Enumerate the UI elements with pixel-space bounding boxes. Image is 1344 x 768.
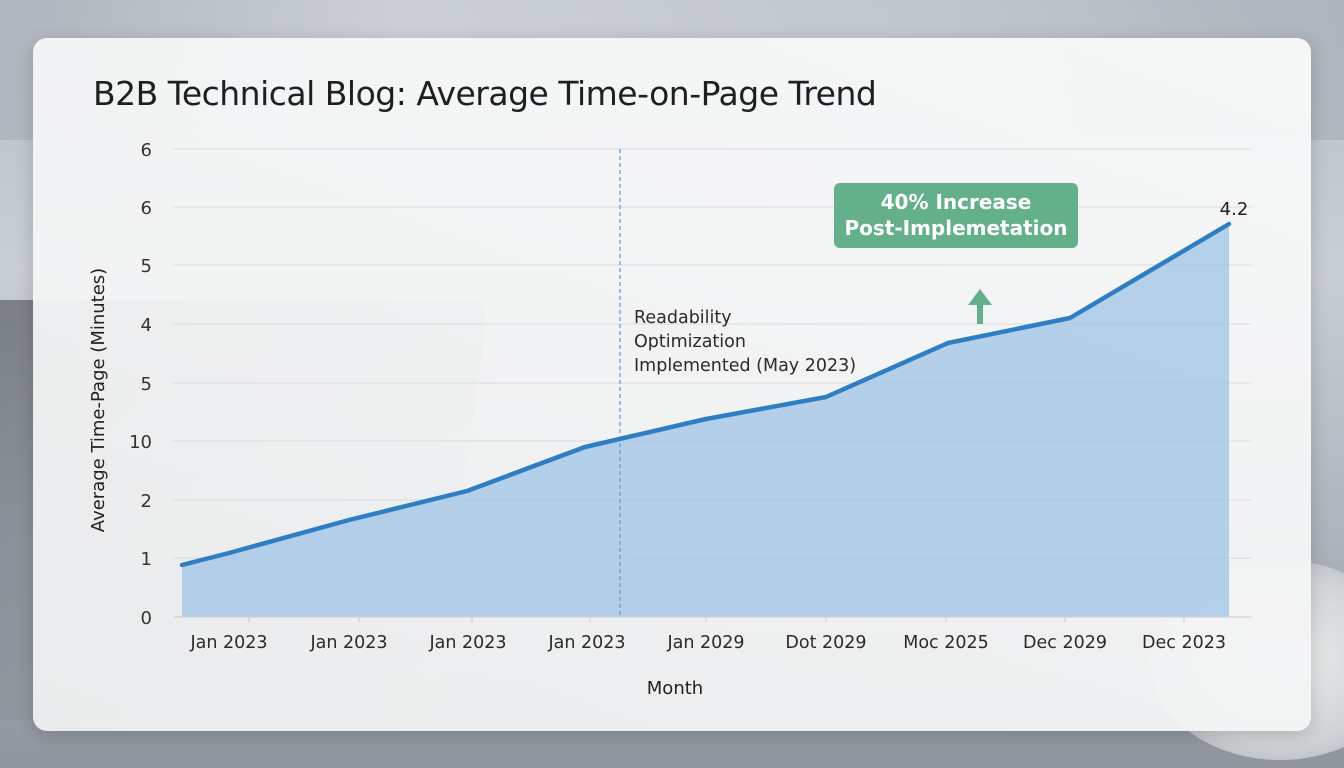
y-tick: 2: [141, 491, 152, 512]
trend-line: [179, 221, 1232, 568]
y-tick: 6: [141, 198, 152, 219]
y-axis-title: Average Time-Page (Minutes): [88, 268, 109, 532]
end-value-label: 4.2: [1220, 199, 1249, 220]
annotation-line: Optimization: [634, 332, 746, 352]
x-axis-ticks: [248, 617, 1185, 622]
callout-line-2: Post-Implemetation: [844, 216, 1068, 240]
y-tick: 10: [129, 432, 152, 453]
x-axis-labels: Jan 2023 Jan 2023 Jan 2023 Jan 2023 Jan …: [189, 633, 1226, 653]
x-tick: Jan 2023: [547, 633, 625, 653]
up-arrow-icon: [968, 289, 992, 324]
y-tick: 1: [141, 549, 152, 570]
y-tick: 4: [141, 315, 152, 336]
callout-line-1: 40% Increase: [880, 190, 1032, 214]
x-tick: Dec 2023: [1142, 633, 1226, 653]
x-tick: Dot 2029: [785, 633, 866, 653]
x-axis-title: Month: [647, 678, 703, 699]
y-axis-labels: 6 6 5 4 5 10 2 1 0: [129, 140, 152, 629]
x-tick: Dec 2029: [1023, 633, 1107, 653]
y-tick: 5: [141, 374, 152, 395]
annotation-line: Readability: [634, 308, 732, 328]
x-tick: Jan 2023: [428, 633, 506, 653]
x-tick: Jan 2029: [666, 633, 744, 653]
x-tick: Jan 2023: [309, 633, 387, 653]
implementation-annotation: Readability Optimization Implemented (Ma…: [634, 308, 856, 376]
y-tick: 6: [141, 140, 152, 161]
annotation-line: Implemented (May 2023): [634, 356, 856, 376]
y-tick: 5: [141, 256, 152, 277]
x-tick: Jan 2023: [189, 633, 267, 653]
y-tick: 0: [141, 608, 152, 629]
increase-callout: 40% Increase Post-Implemetation: [834, 183, 1078, 248]
x-tick: Moc 2025: [903, 633, 989, 653]
chart-title: B2B Technical Blog: Average Time-on-Page…: [93, 74, 877, 113]
